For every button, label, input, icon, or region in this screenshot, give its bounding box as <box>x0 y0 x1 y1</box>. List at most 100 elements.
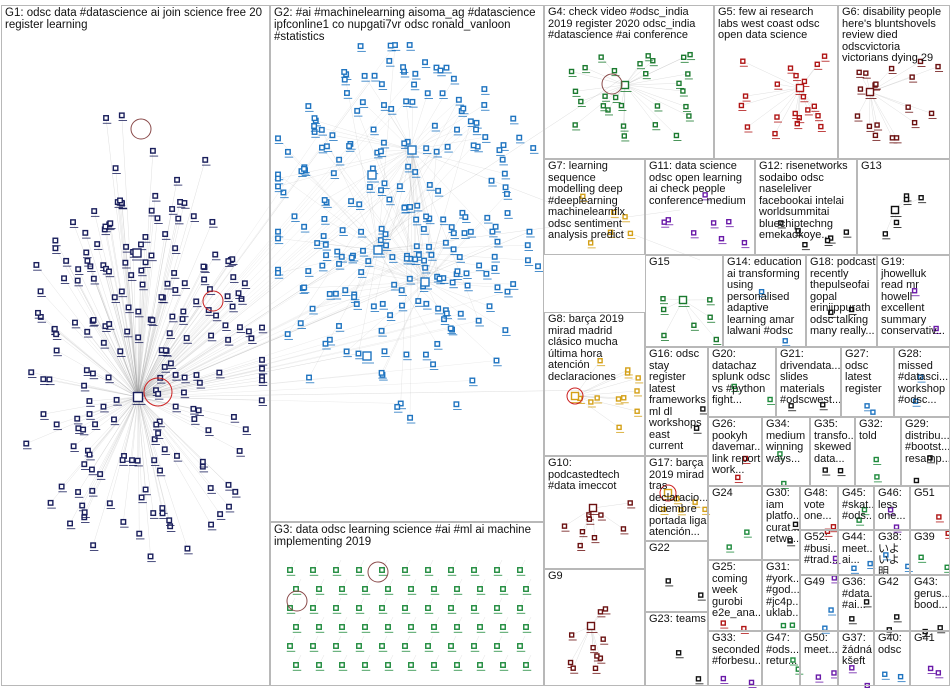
g2-node <box>388 105 395 112</box>
g1-node <box>208 332 215 339</box>
hub-ring <box>143 377 173 407</box>
g2-edge <box>287 149 413 335</box>
g1-node <box>90 317 97 323</box>
g1-edge <box>125 262 139 398</box>
g5-node <box>805 107 811 113</box>
g2-node <box>318 126 325 133</box>
g1-edge <box>137 259 232 398</box>
g1-node <box>120 518 127 525</box>
g3-node <box>408 624 414 630</box>
g2-node <box>370 303 377 310</box>
group-label-g30: G30: iam platfo... curat... retwe... <box>766 487 800 545</box>
g6-node <box>888 65 895 72</box>
g15-node <box>707 314 713 320</box>
g2-node <box>378 327 385 334</box>
g2-node <box>378 369 385 376</box>
g2-edge <box>277 149 413 270</box>
g5-node <box>818 123 824 130</box>
g2-node <box>341 76 348 83</box>
g2-node <box>436 275 443 282</box>
g1-edge <box>137 248 176 398</box>
g5-edge <box>741 87 801 106</box>
g16-node <box>700 406 706 412</box>
g2-node <box>306 374 312 381</box>
g2-node <box>401 204 408 211</box>
g1-edge <box>77 280 139 398</box>
g1-node <box>23 440 30 447</box>
g2-node <box>389 254 396 261</box>
g1-edge <box>137 150 154 398</box>
g1-node <box>225 336 232 343</box>
g1-edge <box>137 289 176 398</box>
g2-node <box>387 42 394 49</box>
g6-hub-node <box>865 87 875 97</box>
g5-node <box>811 103 818 109</box>
g1-edge <box>122 396 139 461</box>
g45-node <box>856 517 862 523</box>
group-label-g28: G28: missed #datasci... workshop #odsc..… <box>898 348 949 406</box>
g2-node <box>309 305 316 312</box>
g1-node <box>89 370 96 377</box>
g1-edge <box>55 334 139 398</box>
g3-node <box>431 662 437 668</box>
group-label-g17: G17: barça 2019 mirad tras declaracio...… <box>649 457 708 538</box>
g1-edge <box>84 396 139 465</box>
g4-node <box>680 54 687 61</box>
g10-node <box>627 500 633 506</box>
g10-node <box>561 523 568 529</box>
g1-node <box>259 377 265 384</box>
g33-node <box>748 679 755 686</box>
group-box-g38: G38: いよいよ 明日... <box>874 530 910 575</box>
g2-node <box>525 257 531 264</box>
g1-edge <box>93 319 139 398</box>
group-box-g24: G24 <box>708 486 762 560</box>
group-box-g41: G41 <box>910 631 950 686</box>
g40-node <box>882 671 888 677</box>
g2-edge <box>411 149 432 255</box>
g2-node <box>301 284 308 291</box>
g1-node <box>167 523 174 530</box>
group-label-g2: G2: #ai #machinelearning aisoma_ag #data… <box>274 7 536 43</box>
g2-node <box>359 99 366 106</box>
g2-node <box>381 180 388 187</box>
g1-node <box>52 245 59 252</box>
g1-node <box>61 275 68 282</box>
g3-node <box>454 586 460 592</box>
g20-node <box>731 383 737 390</box>
g4-node <box>611 67 618 74</box>
g39-node <box>918 554 924 560</box>
g3-node <box>316 624 322 630</box>
g1-edge <box>93 278 139 398</box>
g3-node <box>356 643 362 649</box>
g1-node <box>117 197 123 204</box>
g3-node <box>385 586 391 592</box>
g1-node <box>111 294 118 301</box>
g1-edge <box>56 396 139 425</box>
g1-node <box>190 213 197 220</box>
g13-node <box>918 195 924 201</box>
g1-edge <box>137 327 263 398</box>
g13-node <box>882 231 889 237</box>
g1-node <box>51 325 58 332</box>
cross-edge <box>137 320 479 398</box>
g1-node <box>119 457 126 464</box>
g1-node <box>156 418 163 425</box>
g1-node <box>159 510 166 517</box>
g4-node <box>643 70 649 77</box>
g13-node <box>903 196 910 203</box>
g1-edge <box>137 218 158 398</box>
g1-node <box>172 287 179 293</box>
g3-node <box>431 586 437 592</box>
g1-edge <box>103 342 139 398</box>
g3-node <box>494 605 500 611</box>
g1-edge <box>87 331 139 398</box>
g1-node <box>245 328 252 335</box>
group-label-g6: G6: disability people here's bluntshovel… <box>842 6 942 64</box>
g3-node <box>517 643 523 649</box>
g2-node <box>420 226 427 232</box>
group-box-g36: G36: #data... #ai... <box>838 575 874 631</box>
g1-node <box>75 425 82 432</box>
g1-edge <box>110 223 139 398</box>
g1-edge <box>43 396 139 415</box>
